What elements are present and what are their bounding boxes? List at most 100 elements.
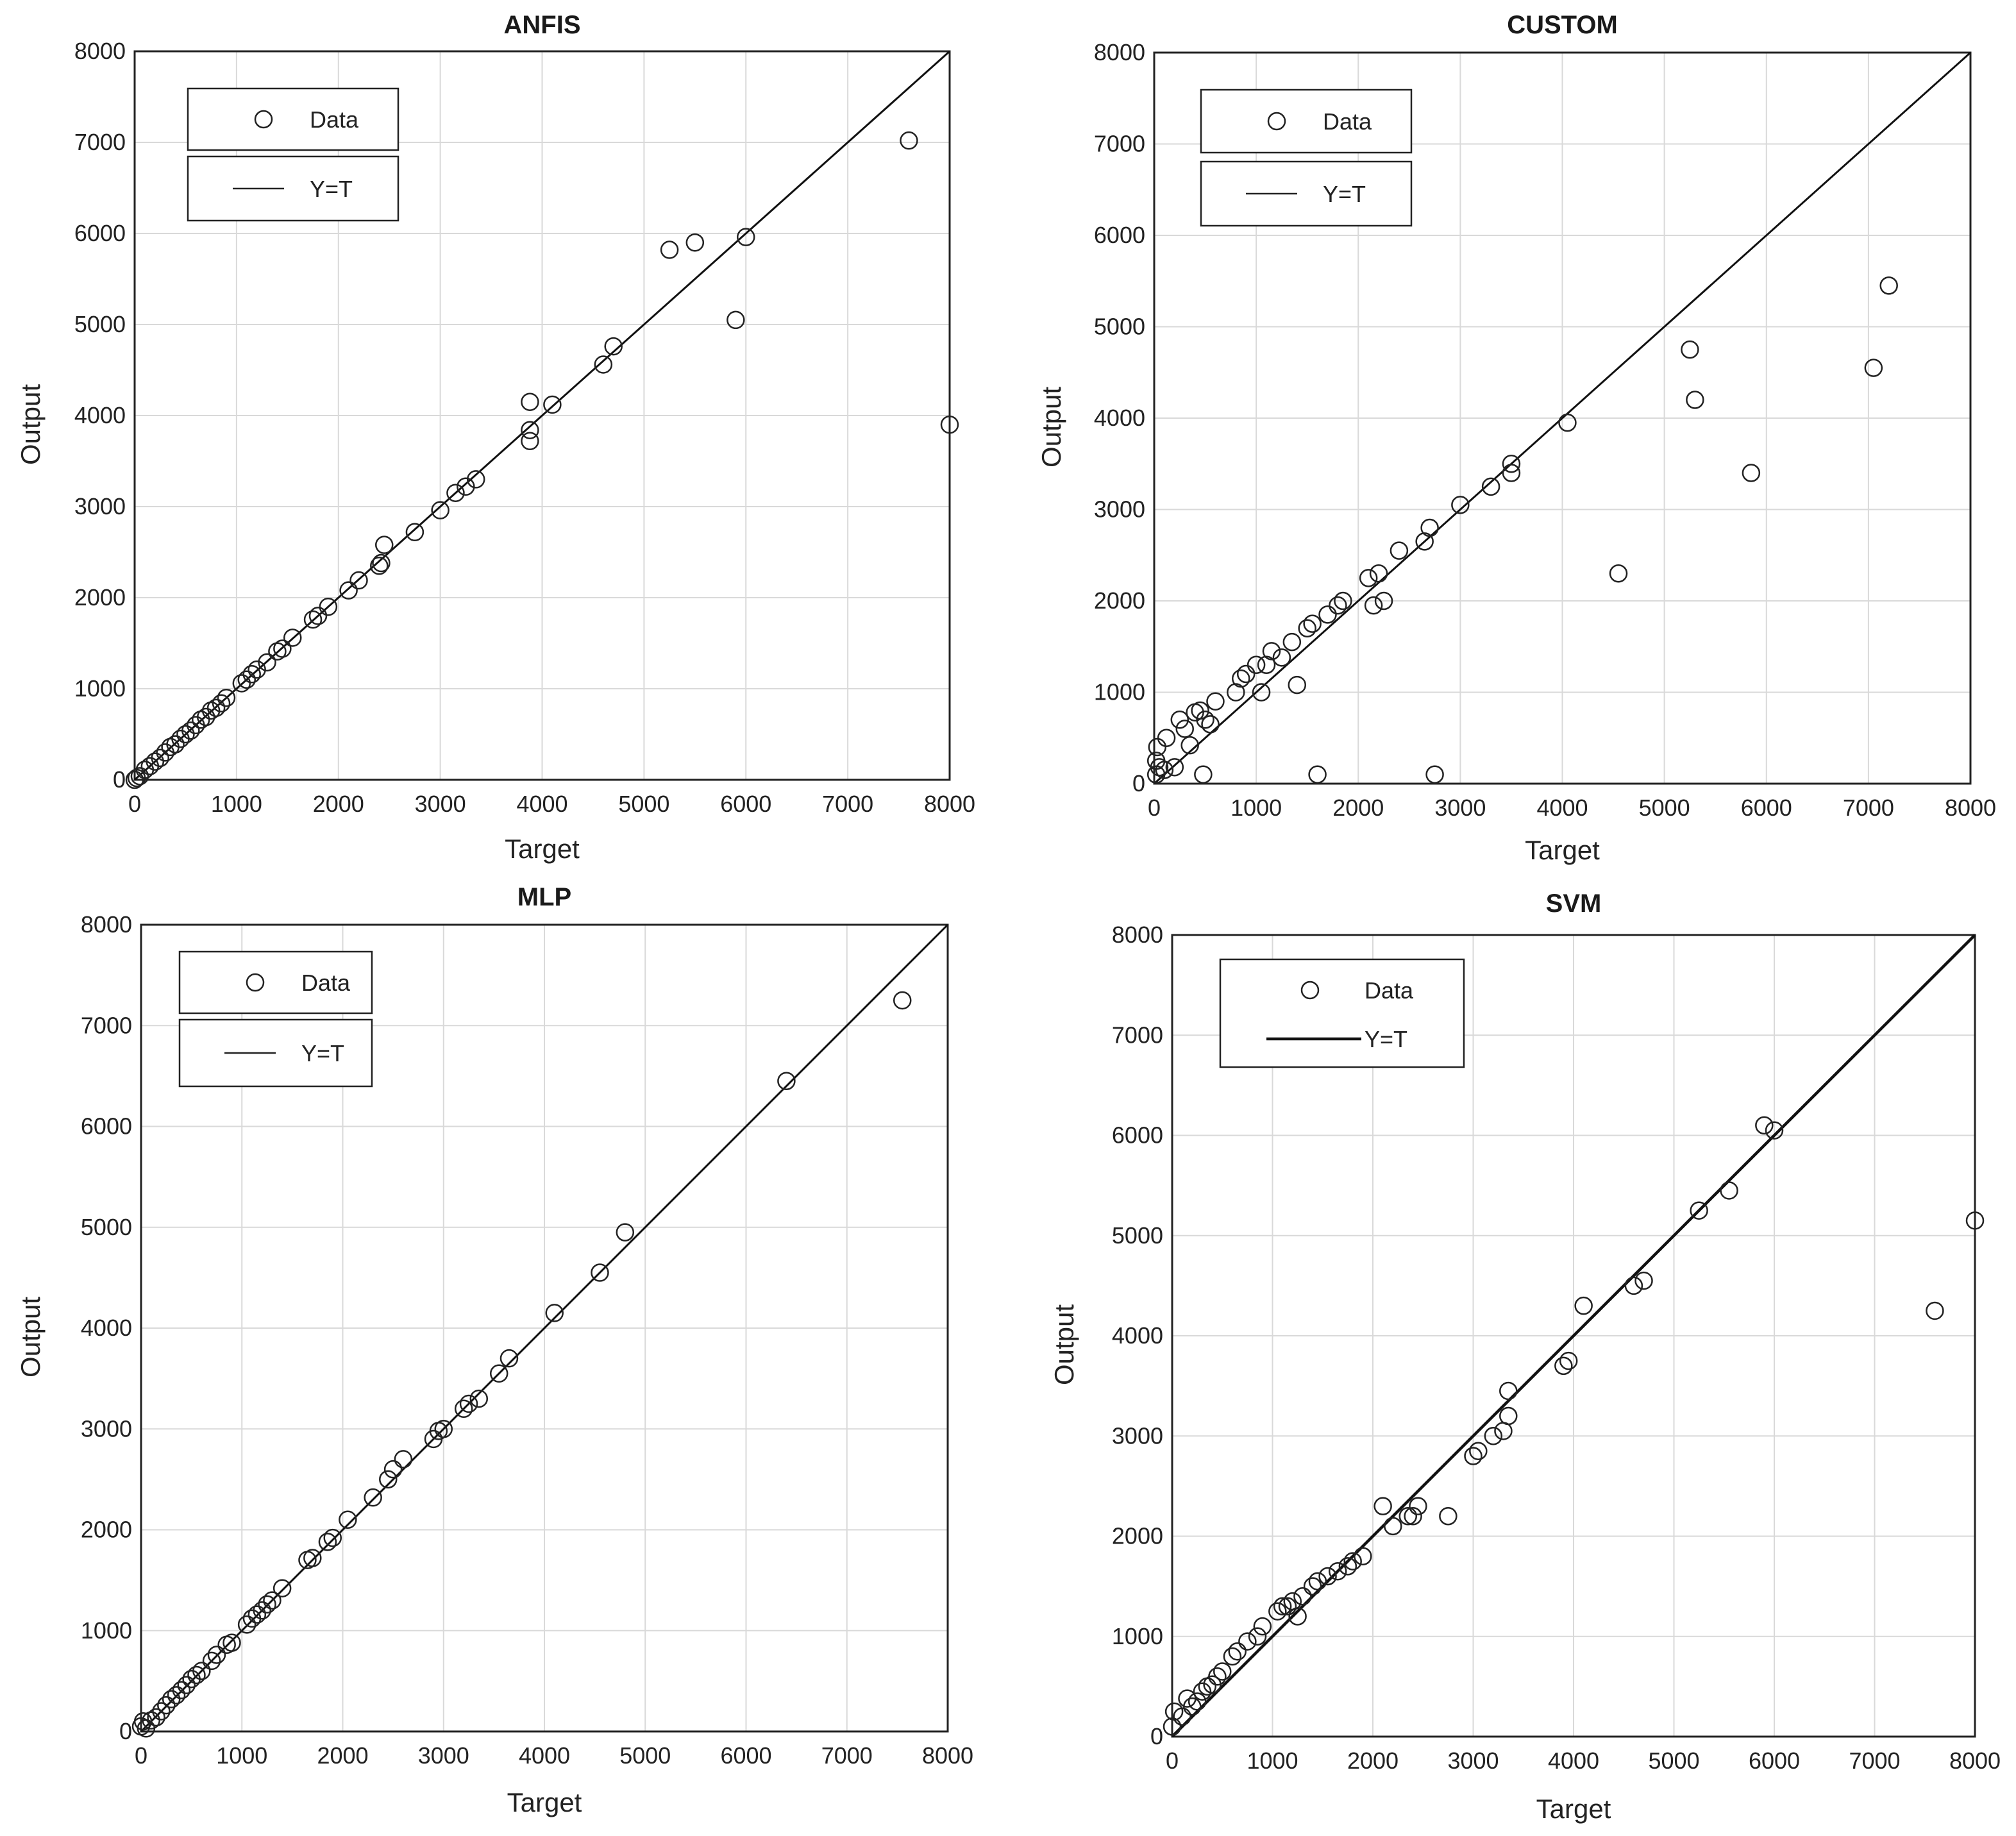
plot-frame [140, 923, 949, 1733]
data-point [258, 653, 276, 672]
data-point [489, 1364, 508, 1383]
data-point [1223, 1647, 1242, 1666]
x-tick-label: 8000 [922, 1742, 973, 1769]
x-tick-label: 5000 [1639, 795, 1690, 821]
y-tick-label: 5000 [1094, 314, 1145, 340]
legend-label-line: Y=T [301, 1040, 344, 1066]
data-point [1484, 1427, 1503, 1445]
x-tick-label: 4000 [516, 791, 567, 817]
data-point [253, 1601, 271, 1620]
data-point [177, 1676, 196, 1694]
data-point [1278, 1597, 1297, 1616]
data-point [1288, 1607, 1307, 1626]
data-point [1188, 1692, 1207, 1711]
x-tick-label: 2000 [1347, 1748, 1399, 1774]
data-point [1364, 596, 1383, 615]
data-point [1213, 1662, 1232, 1681]
x-tick-label: 2000 [313, 791, 364, 817]
x-tick-label: 3000 [1447, 1748, 1499, 1774]
data-point [1180, 736, 1199, 755]
y-tick-label: 6000 [1112, 1122, 1163, 1149]
y-tick-label: 2000 [1094, 587, 1145, 614]
data-point [1288, 675, 1307, 695]
data-point [521, 432, 539, 451]
chart-title: SVM [1546, 889, 1602, 918]
data-point [1308, 1572, 1327, 1591]
x-tick-label: 8000 [1949, 1748, 2001, 1774]
x-tick-label: 4000 [519, 1742, 570, 1769]
data-point [1742, 464, 1761, 482]
data-point [1155, 761, 1174, 779]
data-point [1273, 1597, 1292, 1616]
data-point [167, 1686, 186, 1705]
data-point [151, 748, 169, 768]
data-point [1329, 596, 1347, 615]
data-point [1399, 1507, 1418, 1526]
data-point [521, 421, 539, 439]
data-point [383, 1460, 403, 1479]
data-point [125, 770, 144, 789]
legend-marker-data [1267, 112, 1286, 131]
data-point [1236, 664, 1256, 684]
x-tick-label: 3000 [418, 1742, 469, 1769]
legend-box-line [187, 155, 399, 222]
data-point [1238, 1632, 1257, 1651]
data-point [1502, 455, 1521, 473]
chart-title: MLP [517, 883, 571, 911]
data-point [232, 674, 251, 693]
x-tick-label: 5000 [619, 1742, 671, 1769]
chart-panel-anfis: 00 1000 1000 2000 2000 3000 3000 4000 4000 5000 50… [15, 11, 975, 864]
y-tick-label: 1000 [81, 1617, 132, 1644]
data-point [1574, 1296, 1593, 1315]
series-line-y-equals-t [1153, 51, 1972, 785]
x-tick-label: 7000 [821, 1742, 873, 1769]
legend-marker-data [246, 973, 265, 992]
data-point [237, 1615, 256, 1634]
data-point [1163, 1717, 1182, 1736]
data-point [1554, 1356, 1573, 1376]
data-point [364, 1488, 382, 1507]
x-axis-label: Target [1536, 1794, 1611, 1824]
data-point [1558, 413, 1577, 432]
x-axis-label: Target [1525, 835, 1600, 865]
y-tick-label: 6000 [74, 220, 126, 246]
x-tick-label: 0 [1166, 1748, 1179, 1774]
y-tick-label: 4000 [74, 402, 126, 428]
legend: Data Y=T [1200, 88, 1413, 227]
data-point [1469, 1442, 1488, 1460]
legend-box-data [1200, 88, 1413, 154]
data-point [1499, 1406, 1518, 1426]
data-point [900, 131, 918, 150]
data-point [685, 233, 705, 252]
data-point [1157, 729, 1176, 747]
y-tick-label: 6000 [1094, 222, 1145, 248]
data-point [1175, 720, 1194, 738]
data-point [273, 1579, 292, 1597]
legend: Data Y=T [1219, 958, 1465, 1068]
y-tick-label: 3000 [1112, 1422, 1163, 1449]
data-point [212, 694, 231, 712]
data-point [1252, 683, 1271, 702]
x-tick-label: 1000 [1231, 795, 1282, 821]
y-tick-label: 5000 [81, 1214, 132, 1240]
data-point [1303, 1577, 1322, 1596]
x-tick-label: 1000 [211, 791, 262, 817]
data-point [737, 228, 755, 246]
data-point [616, 1223, 635, 1242]
data-point [1282, 632, 1302, 652]
data-point [1196, 711, 1214, 729]
data-point [405, 523, 424, 542]
data-point [1755, 1116, 1774, 1135]
x-tick-label: 8000 [924, 791, 975, 817]
y-tick-label: 7000 [1112, 1022, 1163, 1048]
legend-label-data: Data [1365, 977, 1414, 1004]
x-tick-label: 7000 [1849, 1748, 1900, 1774]
data-point [1451, 496, 1470, 514]
y-tick-label: 3000 [1094, 496, 1145, 523]
data-point [1390, 541, 1409, 560]
data-point [1864, 358, 1883, 377]
data-point [1298, 619, 1316, 637]
data-point [1206, 692, 1225, 711]
data-point [466, 470, 485, 489]
